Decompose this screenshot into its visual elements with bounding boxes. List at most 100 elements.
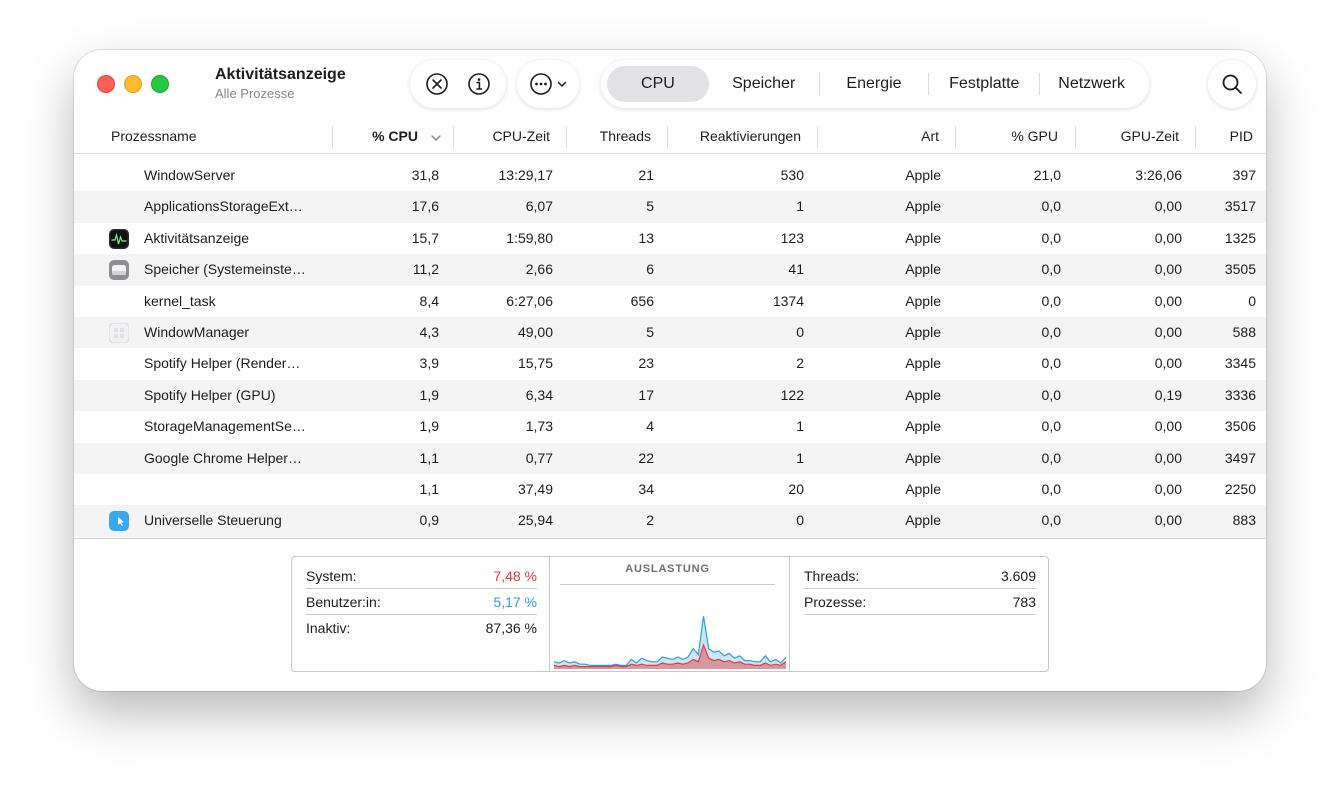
process-name: WindowManager <box>144 323 250 340</box>
column-divider <box>332 126 333 148</box>
chevron-down-icon <box>557 81 567 88</box>
process-name: kernel_task <box>144 292 216 309</box>
column-header-name[interactable]: Prozessname <box>111 128 197 144</box>
table-row[interactable]: WindowServer 31,8 13:29,17 21 530 Apple 21,0 3:… <box>74 160 1266 191</box>
cell-gpu: 0,0 <box>1041 355 1061 372</box>
table-row[interactable]: ApplicationsStorageExt… 17,6 6,07 5 1 Apple 0,… <box>74 191 1266 223</box>
zoom-window-button[interactable] <box>151 75 169 93</box>
cell-gpu-time: 0,00 <box>1154 292 1182 309</box>
system-load-line <box>554 643 786 668</box>
cell-cpu: 1,9 <box>419 418 439 435</box>
cell-cpu: 11,2 <box>412 261 439 278</box>
cell-gpu-time: 0,00 <box>1154 323 1182 340</box>
table-row[interactable]: Aktivitätsanzeige 15,7 1:59,80 13 123 Apple 0,… <box>74 223 1266 254</box>
column-header-threads[interactable]: Threads <box>599 128 651 144</box>
cell-wakeups: 123 <box>780 229 804 246</box>
process-name: Aktivitätsanzeige <box>144 229 250 246</box>
process-name: Spotify Helper (Render… <box>144 355 301 372</box>
tab-festplatte[interactable]: Festplatte <box>949 75 1020 92</box>
cell-cpu-time: 37,49 <box>517 480 553 497</box>
cell-cpu: 17,6 <box>411 198 439 215</box>
tab-speicher[interactable]: Speicher <box>732 75 796 92</box>
cell-threads: 6 <box>646 261 654 278</box>
cell-kind: Apple <box>905 386 941 403</box>
cell-wakeups: 0 <box>796 323 804 340</box>
user-load-line <box>554 616 786 667</box>
cell-pid: 2250 <box>1224 480 1256 497</box>
cell-cpu-time: 13:29,17 <box>498 167 554 183</box>
system-load-area <box>554 645 786 669</box>
column-divider <box>1075 126 1076 148</box>
cell-kind: Apple <box>905 229 941 246</box>
cell-wakeups: 530 <box>780 167 804 183</box>
table-row[interactable]: Google Chrome Helper… 1,1 0,77 22 1 Apple 0,0 0… <box>74 442 1266 474</box>
processes-row: Prozesse: 783 <box>804 589 1036 615</box>
cell-pid: 3517 <box>1224 198 1256 215</box>
cell-gpu: 0,0 <box>1041 512 1061 529</box>
activity-monitor-icon <box>109 228 129 249</box>
cell-cpu: 4,3 <box>419 323 439 340</box>
app-subtitle: Alle Prozesse <box>215 86 295 101</box>
cell-threads: 656 <box>630 292 654 309</box>
column-header-gpu-time[interactable]: GPU-Zeit <box>1120 128 1179 144</box>
column-header-pid[interactable]: PID <box>1229 128 1253 144</box>
table-row[interactable]: Spotify Helper (GPU) 1,9 6,34 17 122 Apple 0,0… <box>74 379 1266 412</box>
table-row[interactable]: kernel_task 8,4 6:27,06 656 1374 Apple 0,0 0,00… <box>74 286 1266 317</box>
close-window-button[interactable] <box>97 75 115 93</box>
window-manager-icon <box>108 322 130 344</box>
table-row[interactable]: Speicher (Systemeinste… 11,2 2,66 6 41 Apple 0… <box>74 254 1266 286</box>
process-info-button[interactable] <box>462 67 496 101</box>
column-divider <box>566 126 567 148</box>
column-divider <box>817 126 818 148</box>
table-row[interactable]: Universelle Steuerung 0,9 25,94 2 0 Apple 0,0 0… <box>74 505 1266 537</box>
cell-wakeups: 122 <box>780 386 804 403</box>
cell-cpu-time: 2,66 <box>525 261 553 278</box>
cell-gpu-time: 0,00 <box>1154 480 1182 497</box>
cell-cpu: 8,4 <box>419 292 439 309</box>
cell-gpu-time: 0,00 <box>1154 198 1182 215</box>
cell-cpu: 3,9 <box>419 355 439 372</box>
column-header-kind[interactable]: Art <box>921 128 939 144</box>
user-row: Benutzer:in: 5,17 % <box>306 589 537 615</box>
table-row[interactable]: StorageManagementSe… 1,9 1,73 4 1 Apple 0,0 0,0… <box>74 411 1266 442</box>
more-actions-button[interactable] <box>517 60 579 108</box>
minimize-window-button[interactable] <box>124 75 142 93</box>
cell-cpu: 0,9 <box>419 512 439 529</box>
magnifying-glass-icon <box>1222 74 1242 94</box>
cell-gpu: 21,0 <box>1033 167 1061 183</box>
threads-value: 3.609 <box>1000 568 1036 584</box>
cell-pid: 3505 <box>1224 261 1256 278</box>
cell-gpu: 0,0 <box>1041 229 1061 246</box>
cell-pid: 3336 <box>1224 386 1256 403</box>
search-button[interactable] <box>1208 60 1256 108</box>
table-row[interactable]: 1,1 37,49 34 20 Apple 0,0 0,00 2250 <box>74 474 1266 505</box>
system-label: System: <box>306 568 357 584</box>
column-header-cpu[interactable]: % CPU <box>372 128 418 144</box>
column-header-cpu-time[interactable]: CPU-Zeit <box>492 128 550 144</box>
cell-wakeups: 41 <box>788 261 804 278</box>
cell-wakeups: 20 <box>788 480 804 497</box>
cell-pid: 3497 <box>1224 449 1256 466</box>
cell-cpu-time: 15,75 <box>517 355 553 372</box>
tab-cpu[interactable]: CPU <box>607 66 709 102</box>
cell-cpu: 15,7 <box>411 229 439 246</box>
cell-cpu-time: 25,94 <box>517 512 553 529</box>
column-header-gpu[interactable]: % GPU <box>1011 128 1058 144</box>
user-value: 5,17 % <box>493 594 537 610</box>
cell-gpu: 0,0 <box>1041 292 1061 309</box>
column-header-wakeups[interactable]: Reaktivierungen <box>699 128 801 144</box>
cell-pid: 1325 <box>1224 229 1256 246</box>
tab-energie[interactable]: Energie <box>846 75 902 92</box>
cell-pid: 588 <box>1232 323 1256 340</box>
xmark-circle-icon <box>426 73 448 95</box>
stop-process-button[interactable] <box>420 67 454 101</box>
process-name <box>144 474 322 505</box>
cell-gpu-time: 3:26,06 <box>1135 167 1182 183</box>
column-divider <box>667 126 668 148</box>
info-circle-icon <box>468 73 490 95</box>
cell-gpu-time: 0,00 <box>1154 355 1182 372</box>
tab-netzwerk[interactable]: Netzwerk <box>1058 75 1125 92</box>
table-row[interactable]: Spotify Helper (Render… 3,9 15,75 23 2 Apple 0… <box>74 348 1266 379</box>
column-divider <box>453 126 454 148</box>
table-row[interactable]: WindowManager 4,3 49,00 5 0 Apple 0,0 0,00 588 <box>74 316 1266 349</box>
